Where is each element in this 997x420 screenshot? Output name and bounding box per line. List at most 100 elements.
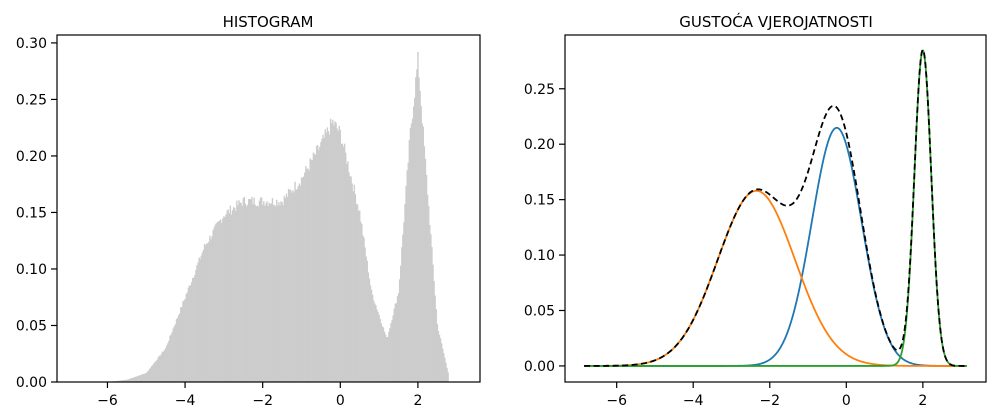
histogram-bar — [135, 376, 138, 382]
histogram-bar — [127, 379, 129, 382]
histogram-bar — [185, 294, 187, 382]
histogram-bar — [210, 239, 212, 382]
histogram-bar — [446, 367, 448, 382]
histogram-bar — [355, 203, 358, 382]
histogram-bar — [270, 203, 273, 382]
histogram-bar — [397, 293, 400, 382]
histogram-bar — [423, 146, 426, 382]
histogram-bar — [379, 318, 381, 382]
histogram-bar — [340, 143, 343, 382]
histogram-bar — [222, 218, 224, 382]
histogram-bar — [191, 278, 194, 382]
histogram-bar — [290, 189, 292, 382]
histogram-bar — [396, 296, 399, 382]
histogram-bar — [371, 294, 374, 382]
histogram-bar — [362, 235, 364, 382]
histogram-bar — [366, 260, 368, 382]
histogram-bar — [155, 361, 157, 382]
histogram-bar — [310, 159, 312, 382]
histogram-bar — [202, 249, 205, 382]
histogram-bar — [356, 204, 359, 382]
histogram-bar — [180, 306, 182, 382]
histogram-bar — [235, 210, 237, 382]
density-panel: GUSTOĆA VJEROJATNOSTI −6 −4 −2 0 2 0.000.050… — [524, 12, 987, 409]
histogram-bar — [142, 374, 144, 382]
histogram-bar — [217, 221, 220, 382]
histogram-bar — [197, 262, 199, 382]
histogram-bar — [300, 177, 303, 382]
histogram-bar — [338, 125, 340, 382]
histogram-bar — [276, 199, 278, 382]
histogram-bar — [353, 184, 356, 382]
density-xtick-label: −2 — [759, 393, 780, 409]
histogram-bar — [439, 338, 442, 382]
histogram-bar — [147, 370, 150, 382]
histogram-bar — [152, 365, 154, 382]
histogram-bar — [382, 327, 385, 382]
histogram-bar — [257, 206, 260, 382]
histogram-bar — [387, 337, 389, 382]
histogram-bar — [204, 245, 207, 382]
histogram-bar — [254, 204, 256, 382]
density-plot-frame — [564, 34, 987, 383]
histogram-bar — [189, 285, 192, 382]
histogram-bar — [326, 127, 329, 382]
histogram-bar — [333, 125, 335, 382]
density-ytick-label: 0.25 — [524, 82, 555, 98]
histogram-bar — [305, 166, 307, 382]
histogram-bar — [158, 355, 160, 382]
histogram-bar — [402, 234, 404, 382]
histogram-bar — [337, 130, 339, 382]
histogram-bar — [215, 223, 218, 382]
histogram-bar — [422, 126, 425, 382]
histogram-bar — [209, 235, 211, 382]
histogram-bar — [272, 205, 275, 382]
histogram-bar — [149, 367, 152, 382]
histogram-bar — [311, 159, 313, 382]
histogram-bar — [298, 183, 301, 382]
histogram-bars — [107, 51, 449, 383]
histogram-bar — [431, 247, 433, 382]
histogram-bar — [265, 203, 267, 382]
histogram-bar — [357, 210, 360, 382]
histogram-bar — [367, 272, 370, 382]
histogram-bar — [404, 203, 406, 382]
histogram-bar — [368, 278, 371, 382]
histogram-bar — [408, 140, 411, 382]
histogram-bar — [284, 198, 287, 382]
histogram-bar — [227, 209, 229, 382]
histogram-bar — [282, 205, 284, 382]
histogram-bar — [283, 195, 285, 382]
histogram-bar — [436, 323, 439, 382]
histogram-bar — [203, 243, 206, 382]
histogram-bar — [268, 202, 270, 382]
histogram-bar — [335, 122, 337, 383]
histogram-bar — [252, 204, 254, 382]
histogram-bar — [375, 305, 377, 382]
histogram-bar — [307, 168, 309, 382]
density-y-axis: 0.00 0.05 0.10 0.15 0.20 0.25 — [524, 82, 565, 375]
histogram-bar — [415, 77, 417, 382]
histogram-xtick-label: −2 — [252, 393, 273, 409]
histogram-bar — [213, 227, 215, 382]
histogram-bar — [381, 326, 384, 382]
histogram-bar — [406, 170, 408, 382]
histogram-bar — [175, 319, 178, 382]
histogram-bar — [332, 119, 334, 382]
histogram-bar — [151, 366, 153, 382]
histogram-bar — [262, 204, 264, 382]
histogram-bar — [238, 200, 240, 382]
histogram-bar — [334, 121, 336, 383]
histogram-bar — [161, 351, 164, 382]
histogram-bar — [136, 376, 139, 382]
histogram-bar — [343, 143, 346, 382]
histogram-bar — [117, 380, 119, 382]
histogram-bar — [243, 196, 246, 382]
histogram-bar — [309, 158, 311, 382]
density-ytick-label: 0.15 — [524, 193, 555, 209]
histogram-bar — [128, 379, 130, 382]
histogram-bar — [288, 190, 291, 382]
histogram-bar — [129, 378, 131, 382]
histogram-bar — [144, 373, 146, 382]
